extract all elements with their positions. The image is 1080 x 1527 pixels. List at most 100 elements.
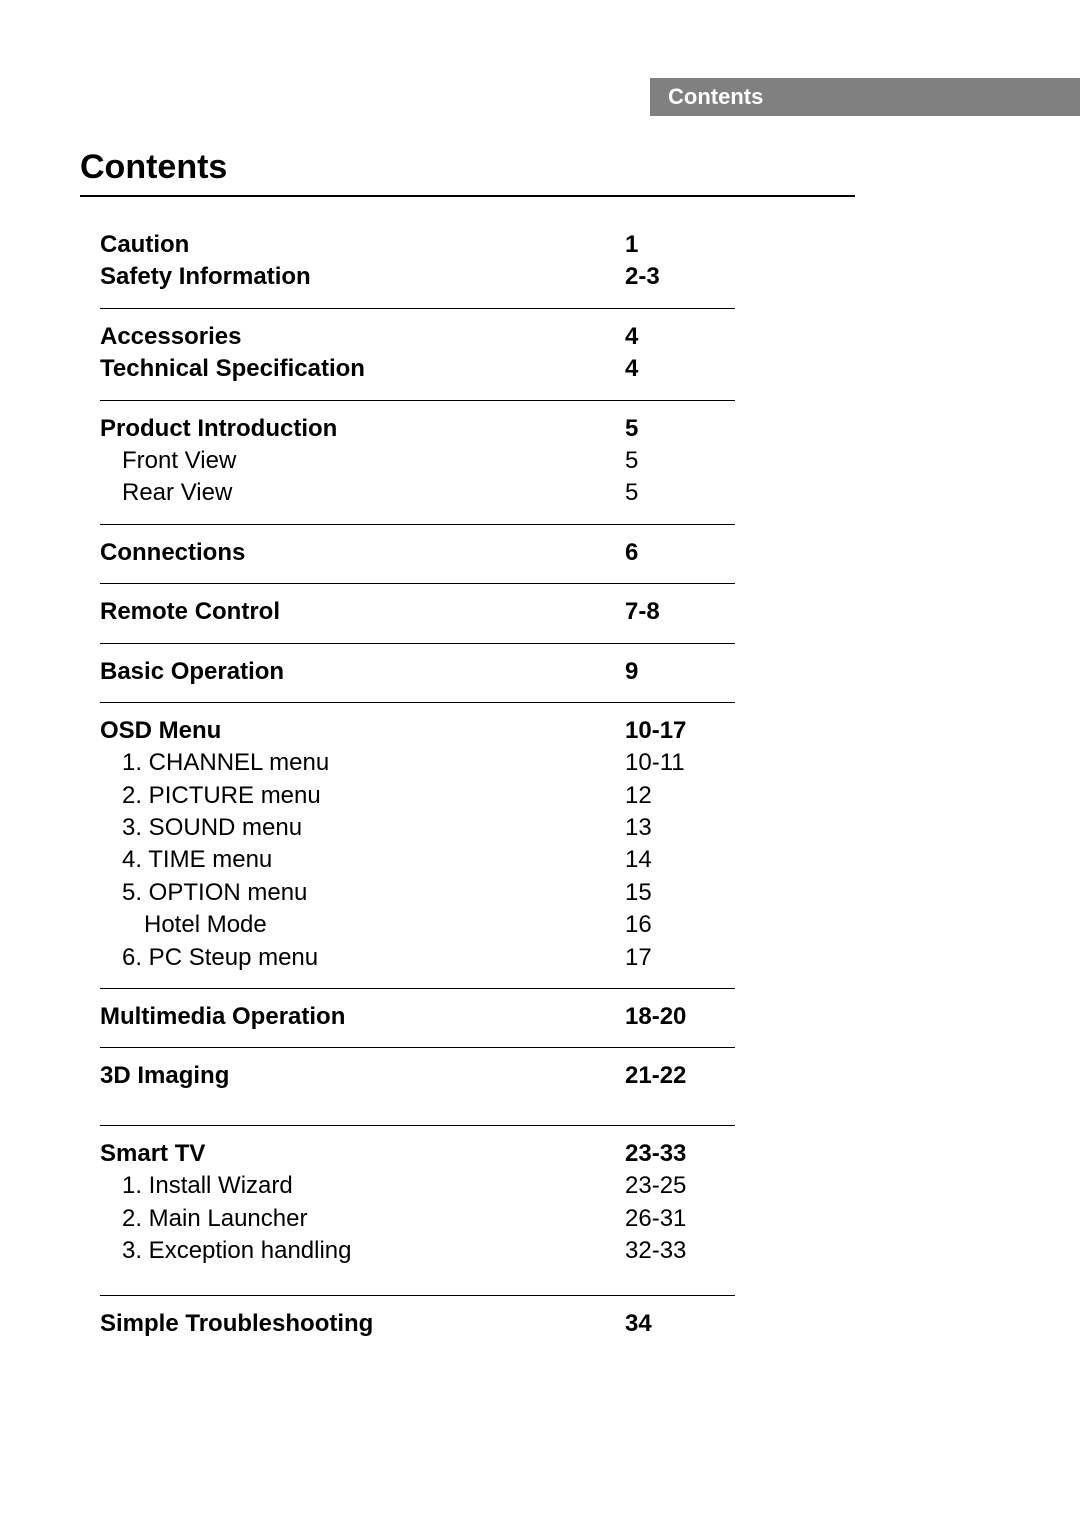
- toc-row: 2. Main Launcher 26-31: [100, 1203, 735, 1235]
- toc-pages: 14: [625, 844, 735, 876]
- toc-pages: 32-33: [625, 1235, 735, 1267]
- toc-pages: 18-20: [625, 1001, 735, 1033]
- toc-label: 6. PC Steup menu: [100, 942, 318, 974]
- section-rule: [100, 308, 735, 309]
- toc-pages: 6: [625, 537, 735, 569]
- toc-label: Hotel Mode: [100, 909, 267, 941]
- section-rule: [100, 1295, 735, 1296]
- toc-pages: 23-25: [625, 1170, 735, 1202]
- toc-row: Front View 5: [100, 445, 735, 477]
- page-title: Contents: [80, 148, 855, 187]
- toc-pages: 23-33: [625, 1138, 735, 1170]
- toc-label: 2. PICTURE menu: [100, 780, 321, 812]
- toc-label: Smart TV: [100, 1138, 205, 1170]
- toc-label: Safety Information: [100, 261, 311, 293]
- toc-label: Accessories: [100, 321, 241, 353]
- toc-label: Caution: [100, 229, 189, 261]
- toc-label: 1. CHANNEL menu: [100, 747, 329, 779]
- toc-row: 1. Install Wizard 23-25: [100, 1170, 735, 1202]
- section-rule: [100, 702, 735, 703]
- toc-row: Caution 1: [100, 229, 735, 261]
- toc-row: Product Introduction 5: [100, 413, 735, 445]
- toc-label: Connections: [100, 537, 245, 569]
- toc-label: Front View: [100, 445, 236, 477]
- toc-pages: 9: [625, 656, 735, 688]
- toc-row: 6. PC Steup menu 17: [100, 942, 735, 974]
- toc-pages: 15: [625, 877, 735, 909]
- toc-label: Multimedia Operation: [100, 1001, 345, 1033]
- toc-row: Basic Operation 9: [100, 656, 735, 688]
- toc-row: 2. PICTURE menu 12: [100, 780, 735, 812]
- section-rule: [100, 988, 735, 989]
- toc-row: Remote Control 7-8: [100, 596, 735, 628]
- toc-section: Basic Operation 9: [100, 650, 735, 696]
- section-rule: [100, 643, 735, 644]
- toc-section: Multimedia Operation 18-20: [100, 995, 735, 1041]
- section-rule: [100, 1047, 735, 1048]
- toc-row: OSD Menu 10-17: [100, 715, 735, 747]
- toc-row: Technical Specification 4: [100, 353, 735, 385]
- toc-pages: 12: [625, 780, 735, 812]
- toc-section: 3D Imaging 21-22: [100, 1054, 735, 1100]
- toc-row: Simple Troubleshooting 34: [100, 1308, 735, 1340]
- toc-row: 5. OPTION menu15: [100, 877, 735, 909]
- toc-pages: 7-8: [625, 596, 735, 628]
- toc-row: 3D Imaging 21-22: [100, 1060, 735, 1092]
- toc-row: 1. CHANNEL menu 10-11: [100, 747, 735, 779]
- toc-pages: 2-3: [625, 261, 735, 293]
- toc-row: Safety Information 2-3: [100, 261, 735, 293]
- section-rule: [100, 524, 735, 525]
- section-rule: [100, 583, 735, 584]
- header-tab-label: Contents: [668, 84, 763, 110]
- toc-pages: 10-17: [625, 715, 735, 747]
- toc-row: Connections 6: [100, 537, 735, 569]
- toc-pages: 21-22: [625, 1060, 735, 1092]
- toc-pages: 4: [625, 353, 735, 385]
- toc-label: Simple Troubleshooting: [100, 1308, 373, 1340]
- toc-label: Rear View: [100, 477, 232, 509]
- toc-section: Smart TV23-331. Install Wizard23-252. Ma…: [100, 1132, 735, 1276]
- toc-pages: 4: [625, 321, 735, 353]
- toc-label: 3D Imaging: [100, 1060, 229, 1092]
- toc-section: Simple Troubleshooting 34: [100, 1302, 735, 1348]
- section-gap: [100, 1275, 735, 1289]
- toc-row: Multimedia Operation 18-20: [100, 1001, 735, 1033]
- section-gap: [100, 1101, 735, 1119]
- toc-row: 4. TIME menu14: [100, 844, 735, 876]
- toc-section: Caution 1 Safety Information 2-3: [100, 223, 735, 302]
- toc-section: Product Introduction5Front View5Rear Vie…: [100, 407, 735, 518]
- toc-section: Accessories 4 Technical Specification 4: [100, 315, 735, 394]
- section-rule: [100, 400, 735, 401]
- toc-label: 1. Install Wizard: [100, 1170, 293, 1202]
- toc-row: Accessories 4: [100, 321, 735, 353]
- page: Contents Contents Caution1Safety Informa…: [0, 0, 1080, 1527]
- toc-row: Hotel Mode 16: [100, 909, 735, 941]
- header-tab: Contents: [650, 78, 1080, 116]
- toc-label: Technical Specification: [100, 353, 365, 385]
- toc-pages: 26-31: [625, 1203, 735, 1235]
- toc-pages: 10-11: [625, 747, 735, 779]
- toc-label: Remote Control: [100, 596, 280, 628]
- toc-label: Product Introduction: [100, 413, 337, 445]
- toc-pages: 1: [625, 229, 735, 261]
- toc-row: Smart TV 23-33: [100, 1138, 735, 1170]
- toc-pages: 16: [625, 909, 735, 941]
- toc-row: 3. Exception handling 32-33: [100, 1235, 735, 1267]
- toc-label: 3. SOUND menu: [100, 812, 302, 844]
- toc-label: Basic Operation: [100, 656, 284, 688]
- toc-pages: 5: [625, 445, 735, 477]
- toc-label: 2. Main Launcher: [100, 1203, 307, 1235]
- table-of-contents: Caution 1 Safety Information 2-3 Accessories…: [80, 223, 855, 1349]
- toc-pages: 5: [625, 413, 735, 445]
- toc-label: OSD Menu: [100, 715, 221, 747]
- section-rule: [100, 1125, 735, 1126]
- main-content: Contents Caution 1 Safety Information 2-3 Ac…: [0, 78, 1080, 1349]
- toc-pages: 17: [625, 942, 735, 974]
- toc-section: OSD Menu10-171. CHANNEL menu10-112. PICT…: [100, 709, 735, 982]
- toc-label: 3. Exception handling: [100, 1235, 352, 1267]
- toc-row: Rear View5: [100, 477, 735, 509]
- toc-section: Remote Control 7-8: [100, 590, 735, 636]
- toc-pages: 34: [625, 1308, 735, 1340]
- toc-section: Connections 6: [100, 531, 735, 577]
- title-rule: [80, 195, 855, 197]
